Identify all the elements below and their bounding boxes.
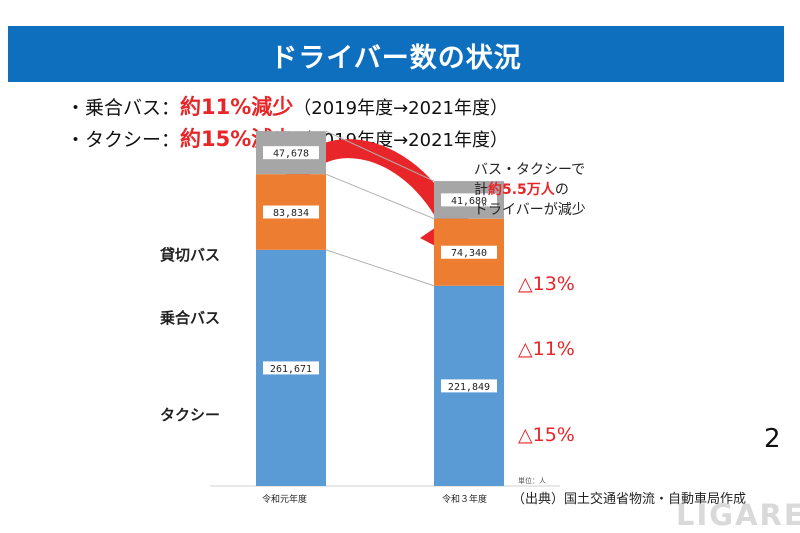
series-label-charter-bus: 貸切バス [160, 246, 221, 264]
x-tick-label: 令和元年度 [262, 495, 308, 505]
bars-group: 261,671 83,834 47,678 221,849 74,340 41,680 [256, 131, 504, 486]
data-label-box [263, 146, 319, 160]
bullet-route-bus: ・乗合バス：約11%減少（2019年度→2021年度） [66, 92, 508, 124]
page-number: 2 [764, 424, 781, 454]
callout-line-2: 計約5.5万人の [474, 180, 586, 200]
data-label-box [441, 193, 497, 207]
series-label-route-bus: 乗合バス [160, 309, 221, 327]
connector-lines [325, 130, 435, 287]
callout-suffix: の [554, 182, 569, 198]
bullet-prefix: ・乗合バス： [66, 97, 181, 119]
connector-line [325, 173, 435, 220]
callout-line-3: ドライバーが減少 [474, 202, 586, 218]
bullet-highlight: 約11%減少 [180, 95, 294, 119]
callout-line-1: バス・タクシーで [474, 162, 586, 178]
data-label-taxi: 261,671 [270, 364, 312, 375]
connector-line [325, 249, 435, 287]
data-label-box [263, 205, 319, 219]
title-bar: ドライバー数の状況 [8, 26, 784, 82]
source-note: （出典）国土交通省物流・自動車局作成 [512, 492, 747, 507]
callout-highlight: 約5.5万人 [488, 182, 555, 198]
data-label-box [441, 245, 497, 259]
callout-prefix: 計 [474, 182, 488, 198]
change-route-bus: △11% [518, 338, 575, 360]
data-label-taxi: 221,849 [448, 382, 490, 393]
data-label-route-bus: 83,834 [273, 208, 309, 219]
unit-label: 単位：人 [518, 477, 546, 485]
data-label-box [441, 379, 497, 393]
series-label-taxi: タクシー [160, 406, 221, 424]
page-title: ドライバー数の状況 [270, 43, 522, 74]
bullet-prefix: ・タクシー： [66, 129, 181, 151]
data-label-charter-bus: 47,678 [273, 149, 309, 160]
bullet-period: （2019年度→2021年度） [293, 98, 508, 119]
watermark-logo: LIGARE [676, 498, 800, 532]
data-label-route-bus: 74,340 [451, 248, 487, 259]
data-label-charter-bus: 41,680 [451, 196, 487, 207]
change-charter-bus: △13% [518, 273, 575, 295]
data-label-box [263, 361, 319, 375]
reduction-callout: バス・タクシーで 計約5.5万人の ドライバーが減少 [474, 160, 586, 220]
connector-line [325, 130, 435, 182]
x-tick-label: 令和３年度 [442, 495, 488, 505]
change-taxi: △15% [518, 424, 575, 446]
